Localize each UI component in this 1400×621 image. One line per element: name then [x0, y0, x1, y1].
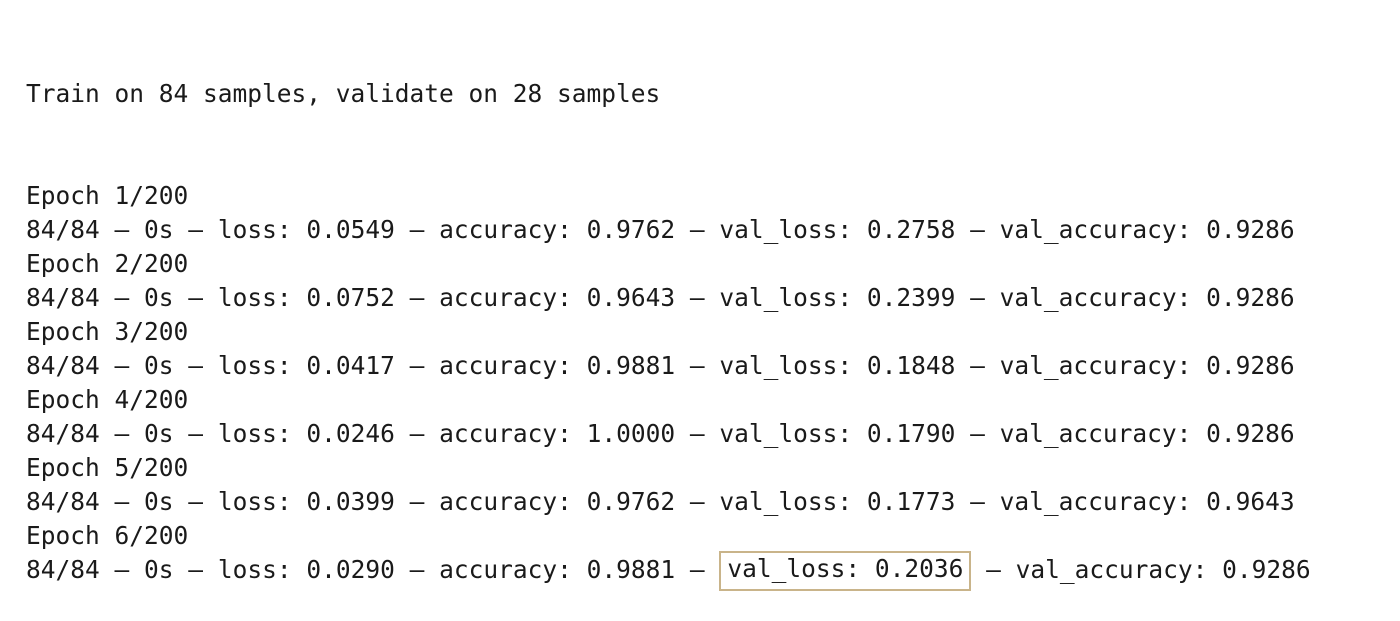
epoch-metrics-line: 84/84 – 0s – loss: 0.0399 – accuracy: 0.… [26, 485, 1311, 519]
metric-time: 0s [144, 283, 174, 312]
metric-val-accuracy: val_accuracy: 0.9286 [999, 351, 1295, 380]
epoch-label: Epoch 3/200 [26, 317, 189, 346]
metric-separator: – [675, 419, 720, 448]
metric-val-accuracy: val_accuracy: 0.9286 [999, 215, 1295, 244]
metric-separator: – [394, 419, 440, 448]
metric-time: 0s [144, 487, 174, 516]
metric-val-accuracy: val_accuracy: 0.9286 [999, 419, 1295, 448]
epoch-label: Epoch 5/200 [26, 453, 189, 482]
epoch-label: Epoch 2/200 [26, 249, 189, 278]
metric-separator: – [675, 555, 720, 584]
epoch-metrics-line: 84/84 – 0s – loss: 0.0549 – accuracy: 0.… [26, 213, 1311, 247]
metric-loss: loss: 0.0290 [217, 555, 395, 584]
epoch-log-list: Epoch 1/200 84/84 – 0s – loss: 0.0549 – a… [26, 179, 1311, 591]
metric-separator: – [955, 419, 1000, 448]
epoch-label: Epoch 6/200 [26, 521, 189, 550]
metric-separator: – [394, 351, 440, 380]
metric-val-accuracy: val_accuracy: 0.9286 [999, 283, 1295, 312]
metric-progress: 84/84 [26, 351, 100, 380]
metric-accuracy: accuracy: 0.9762 [439, 215, 676, 244]
metric-val-loss: val_loss: 0.2399 [719, 283, 956, 312]
metric-val-accuracy: val_accuracy: 0.9286 [1015, 555, 1311, 584]
metric-progress: 84/84 [26, 555, 100, 584]
metric-separator: – [955, 487, 1000, 516]
metric-separator: – [173, 283, 218, 312]
metric-loss: loss: 0.0417 [217, 351, 395, 380]
epoch-label: Epoch 4/200 [26, 385, 189, 414]
metric-accuracy: accuracy: 0.9881 [439, 555, 676, 584]
metric-separator: – [173, 215, 218, 244]
metric-separator: – [955, 351, 1000, 380]
metric-val-loss: val_loss: 0.1848 [719, 351, 956, 380]
metric-separator: – [394, 555, 440, 584]
metric-separator: – [971, 555, 1016, 584]
metric-accuracy: accuracy: 0.9643 [439, 283, 676, 312]
metric-separator: – [99, 283, 145, 312]
epoch-metrics-line: 84/84 – 0s – loss: 0.0246 – accuracy: 1.… [26, 417, 1311, 451]
metric-loss: loss: 0.0399 [217, 487, 395, 516]
metric-separator: – [675, 283, 720, 312]
training-log: Train on 84 samples, validate on 28 samp… [26, 9, 1311, 621]
metric-val-loss: val_loss: 0.2036 [719, 551, 972, 591]
metric-accuracy: accuracy: 1.0000 [439, 419, 676, 448]
metric-separator: – [675, 351, 720, 380]
metric-separator: – [99, 555, 145, 584]
metric-separator: – [99, 215, 145, 244]
metric-time: 0s [144, 419, 174, 448]
metric-separator: – [173, 555, 218, 584]
metric-val-loss: val_loss: 0.1773 [719, 487, 956, 516]
metric-progress: 84/84 [26, 215, 100, 244]
metric-time: 0s [144, 555, 174, 584]
metric-separator: – [99, 487, 145, 516]
metric-separator: – [99, 419, 145, 448]
epoch-metrics-line: 84/84 – 0s – loss: 0.0290 – accuracy: 0.… [26, 551, 1311, 591]
metric-separator: – [99, 351, 145, 380]
metric-time: 0s [144, 351, 174, 380]
metric-separator: – [675, 487, 720, 516]
metric-time: 0s [144, 215, 174, 244]
metric-accuracy: accuracy: 0.9881 [439, 351, 676, 380]
metric-val-loss: val_loss: 0.1790 [719, 419, 956, 448]
metric-progress: 84/84 [26, 487, 100, 516]
training-summary-line: Train on 84 samples, validate on 28 samp… [26, 79, 661, 108]
metric-separator: – [394, 283, 440, 312]
metric-loss: loss: 0.0549 [217, 215, 395, 244]
epoch-label: Epoch 1/200 [26, 181, 189, 210]
metric-accuracy: accuracy: 0.9762 [439, 487, 676, 516]
metric-progress: 84/84 [26, 283, 100, 312]
metric-progress: 84/84 [26, 419, 100, 448]
metric-val-loss: val_loss: 0.2758 [719, 215, 956, 244]
metric-separator: – [173, 419, 218, 448]
metric-loss: loss: 0.0246 [217, 419, 395, 448]
metric-loss: loss: 0.0752 [217, 283, 395, 312]
metric-separator: – [955, 215, 1000, 244]
metric-separator: – [173, 487, 218, 516]
metric-separator: – [394, 215, 440, 244]
metric-separator: – [173, 351, 218, 380]
metric-val-accuracy: val_accuracy: 0.9643 [999, 487, 1295, 516]
metric-separator: – [394, 487, 440, 516]
metric-separator: – [675, 215, 720, 244]
metric-separator: – [955, 283, 1000, 312]
epoch-metrics-line: 84/84 – 0s – loss: 0.0417 – accuracy: 0.… [26, 349, 1311, 383]
epoch-metrics-line: 84/84 – 0s – loss: 0.0752 – accuracy: 0.… [26, 281, 1311, 315]
